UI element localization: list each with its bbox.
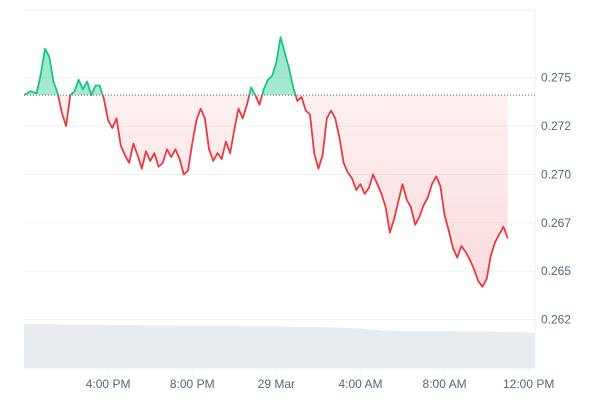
x-tick-label: 8:00 PM [170,377,215,391]
y-tick-label: 0.272 [541,119,571,133]
y-axis: 0.262 0.265 0.267 0.270 0.272 0.275 [541,71,571,327]
price-line [24,36,509,288]
x-tick-label: 4:00 AM [338,377,382,391]
y-tick-label: 0.262 [541,313,571,327]
x-tick-label: 12:00 PM [503,377,554,391]
price-area [24,37,508,287]
area-fill-up [24,37,296,96]
x-tick-label: 8:00 AM [423,377,467,391]
price-line-up [24,36,297,96]
price-line-down [24,95,509,288]
volume-area [24,324,535,368]
x-tick-label: 4:00 PM [86,377,131,391]
y-tick-label: 0.267 [541,216,571,230]
y-tick-label: 0.270 [541,167,571,181]
area-fill-down [24,95,508,287]
volume-fill [24,324,535,368]
x-tick-label: 29 Mar [258,377,295,391]
x-axis: 4:00 PM 8:00 PM 29 Mar 4:00 AM 8:00 AM 12:00 … [86,368,554,391]
y-tick-label: 0.275 [541,71,571,85]
y-tick-label: 0.265 [541,264,571,278]
